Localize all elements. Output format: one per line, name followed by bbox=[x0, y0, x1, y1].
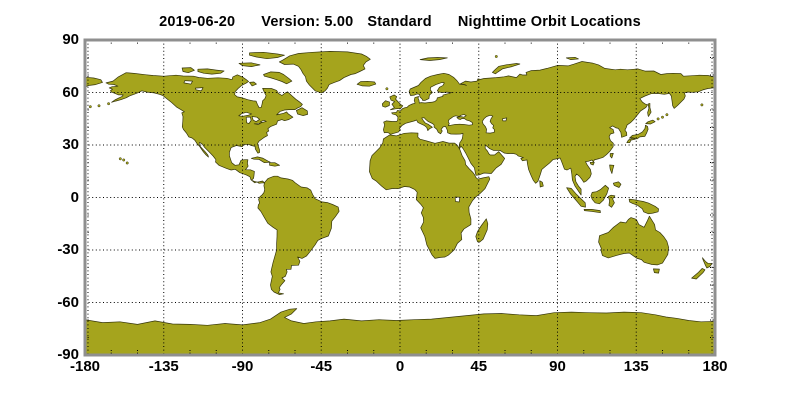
x-tick-label: 90 bbox=[549, 358, 566, 375]
y-tick-label: 90 bbox=[62, 31, 79, 48]
y-tick-label: 0 bbox=[70, 188, 79, 206]
x-tick-label: 0 bbox=[395, 358, 405, 375]
x-tick-label: 180 bbox=[702, 358, 728, 375]
plot-frame bbox=[83, 38, 717, 357]
x-tick-label: -135 bbox=[148, 358, 179, 375]
x-tick-label: 135 bbox=[623, 358, 649, 375]
y-tick-label: -60 bbox=[57, 293, 79, 311]
title-version: Version: 5.00 bbox=[261, 14, 354, 30]
x-tick-label: -45 bbox=[310, 358, 333, 375]
y-tick-label: -90 bbox=[57, 346, 79, 363]
graticule bbox=[86, 41, 714, 354]
x-tick-label: 45 bbox=[470, 358, 488, 375]
x-tick-label: -90 bbox=[231, 358, 254, 375]
y-tick-label: 60 bbox=[62, 83, 79, 101]
y-tick-label: -30 bbox=[57, 241, 79, 258]
x-tick-label: -180 bbox=[69, 358, 101, 375]
title-product: Standard bbox=[367, 14, 432, 30]
y-tick-label: 30 bbox=[62, 136, 79, 153]
plot-title: 2019-06-20 Version: 5.00 Standard Nightt… bbox=[0, 14, 800, 30]
title-text: Nighttime Orbit Locations bbox=[457, 14, 641, 30]
title-date: 2019-06-20 bbox=[159, 14, 236, 30]
